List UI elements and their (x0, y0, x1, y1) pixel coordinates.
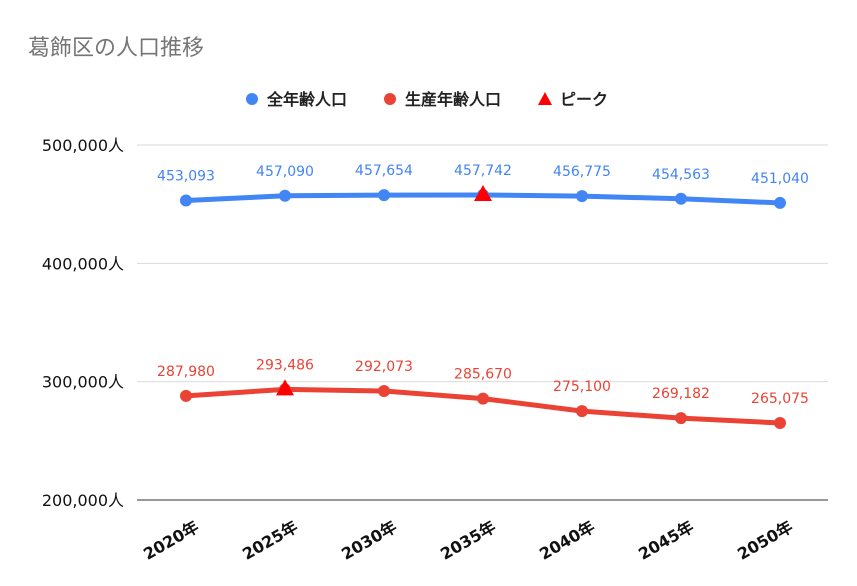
data-label: 293,486 (256, 357, 314, 373)
legend-label-peak: ピーク (560, 90, 608, 109)
data-label: 453,093 (157, 169, 215, 185)
data-point (774, 416, 786, 429)
peak-marker (474, 185, 492, 202)
legend-marker-peak (538, 92, 552, 105)
y-tick-label: 200,000人 (42, 491, 124, 510)
data-point (477, 392, 489, 405)
data-point (675, 412, 687, 425)
x-tick-label: 2025年 (239, 517, 301, 564)
grid (137, 144, 828, 501)
data-point (378, 189, 390, 202)
data-point (774, 196, 786, 209)
x-tick-label: 2040年 (536, 517, 598, 564)
data-label: 457,654 (355, 163, 413, 179)
data-label: 265,075 (751, 391, 809, 407)
legend: 全年齢人口 生産年齢人口 ピーク (246, 90, 608, 109)
data-label: 451,040 (751, 171, 809, 187)
data-label: 456,775 (553, 164, 611, 180)
x-tick-label: 2045年 (635, 517, 697, 564)
legend-label-working-age: 生産年齢人口 (405, 90, 501, 109)
y-tick-label: 500,000人 (42, 136, 124, 155)
data-label: 292,073 (355, 359, 413, 375)
data-point (378, 385, 390, 398)
data-point (675, 192, 687, 205)
peak-markers (276, 185, 492, 396)
legend-label-all-ages: 全年齢人口 (266, 90, 347, 109)
data-point (576, 405, 588, 418)
data-label: 269,182 (652, 386, 710, 402)
x-tick-label: 2035年 (437, 517, 499, 564)
y-tick-label: 400,000人 (42, 254, 124, 273)
data-label: 285,670 (454, 367, 512, 383)
data-label: 457,742 (454, 163, 512, 179)
data-point (180, 194, 192, 207)
data-point (180, 389, 192, 402)
data-point (576, 190, 588, 203)
data-point (279, 189, 291, 202)
x-tick-label: 2030年 (338, 517, 400, 564)
x-tick-label: 2020年 (140, 517, 202, 564)
y-axis: 200,000人 300,000人 400,000人 500,000人 (42, 136, 124, 510)
x-tick-label: 2050年 (734, 517, 796, 564)
data-label: 287,980 (157, 364, 215, 380)
data-label: 454,563 (652, 167, 710, 183)
chart-title: 葛飾区の人口推移 (28, 36, 205, 61)
legend-marker-all-ages (246, 93, 258, 105)
peak-marker (276, 379, 294, 396)
x-axis: 2020年 2025年 2030年 2035年 2040年 2045年 2050年 (140, 517, 796, 564)
data-label: 457,090 (256, 164, 314, 180)
data-label: 275,100 (553, 379, 611, 395)
y-tick-label: 300,000人 (42, 373, 124, 392)
legend-marker-working-age (384, 93, 396, 105)
data-labels: 453,093 457,090 457,654 457,742 456,775 454,5… (157, 163, 809, 407)
